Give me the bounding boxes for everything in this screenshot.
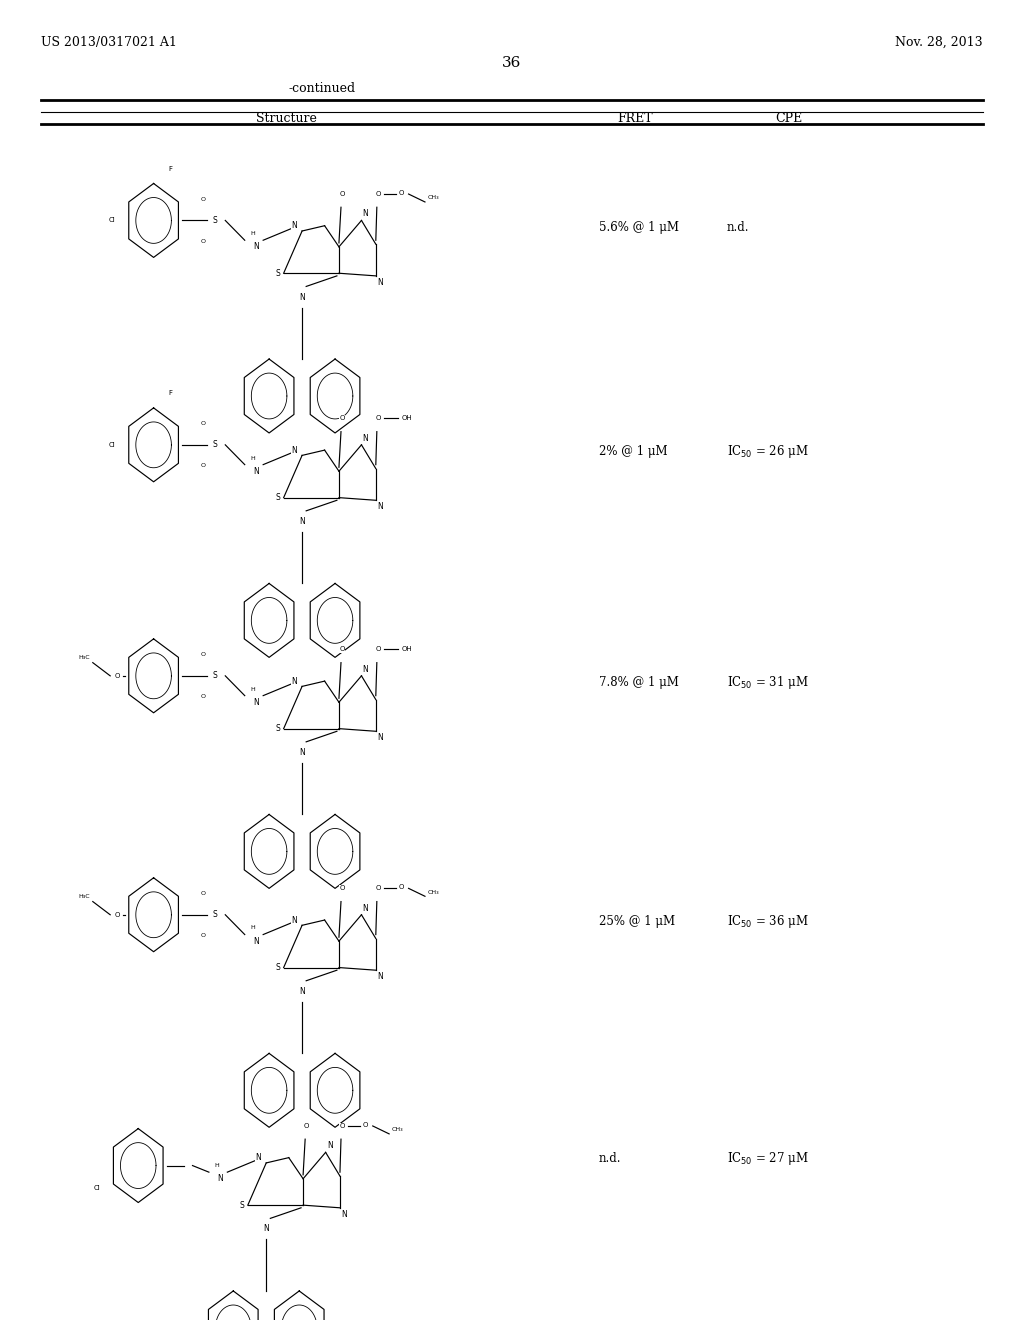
Text: N: N [253,467,259,475]
Text: OH: OH [401,416,412,421]
Text: N: N [291,677,297,685]
Text: US 2013/0317021 A1: US 2013/0317021 A1 [41,36,177,49]
Text: N: N [253,937,259,945]
Text: N: N [253,243,259,251]
Text: 5.6% @ 1 μM: 5.6% @ 1 μM [599,220,679,234]
Text: N: N [377,279,383,286]
Text: S: S [275,725,280,733]
Text: O: O [201,933,205,939]
Text: H: H [251,686,255,692]
Text: N: N [299,517,305,525]
Text: O: O [201,239,205,244]
Text: S: S [213,441,217,449]
Text: N: N [299,748,305,756]
Text: Cl: Cl [109,218,116,223]
Text: S: S [275,494,280,502]
Text: N: N [362,665,369,673]
Text: IC$_{50}$ = 26 μM: IC$_{50}$ = 26 μM [727,444,809,459]
Text: O: O [339,886,345,891]
Text: -continued: -continued [289,82,356,95]
Text: F: F [169,391,173,396]
Text: IC$_{50}$ = 31 μM: IC$_{50}$ = 31 μM [727,675,809,690]
Text: S: S [213,672,217,680]
Text: CPE: CPE [775,112,802,125]
Text: 25% @ 1 μM: 25% @ 1 μM [599,915,675,928]
Text: IC$_{50}$ = 27 μM: IC$_{50}$ = 27 μM [727,1151,809,1167]
Text: O: O [375,886,381,891]
Text: O: O [201,197,205,202]
Text: N: N [341,1210,347,1218]
Text: S: S [275,269,280,277]
Text: CH₃: CH₃ [391,1127,403,1133]
Text: O: O [201,694,205,700]
Text: O: O [201,652,205,657]
Text: N: N [253,698,259,706]
Text: N: N [299,987,305,995]
Text: Cl: Cl [93,1185,100,1191]
Text: O: O [339,647,345,652]
Text: H₃C: H₃C [79,655,90,660]
Text: S: S [275,964,280,972]
Text: Nov. 28, 2013: Nov. 28, 2013 [895,36,983,49]
Text: O: O [339,191,345,197]
Text: H: H [215,1163,219,1168]
Text: N: N [263,1225,269,1233]
Text: O: O [115,912,120,917]
Text: O: O [398,190,404,195]
Text: H₃C: H₃C [79,894,90,899]
Text: N: N [362,210,369,218]
Text: N: N [217,1175,223,1183]
Text: H: H [251,231,255,236]
Text: N: N [291,222,297,230]
Text: S: S [213,911,217,919]
Text: N: N [377,503,383,511]
Text: F: F [169,166,173,172]
Text: OH: OH [401,647,412,652]
Text: 2% @ 1 μM: 2% @ 1 μM [599,445,668,458]
Text: n.d.: n.d. [727,220,750,234]
Text: O: O [375,647,381,652]
Text: 36: 36 [503,57,521,70]
Text: N: N [327,1142,333,1150]
Text: O: O [375,191,381,197]
Text: O: O [115,673,120,678]
Text: Structure: Structure [256,112,317,125]
Text: N: N [362,904,369,912]
Text: N: N [291,446,297,454]
Text: IC$_{50}$ = 36 μM: IC$_{50}$ = 36 μM [727,913,809,929]
Text: O: O [201,891,205,896]
Text: N: N [377,734,383,742]
Text: N: N [255,1154,261,1162]
Text: O: O [398,884,404,890]
Text: N: N [291,916,297,924]
Text: O: O [201,463,205,469]
Text: O: O [375,416,381,421]
Text: FRET: FRET [617,112,652,125]
Text: H: H [251,925,255,931]
Text: S: S [240,1201,244,1209]
Text: H: H [251,455,255,461]
Text: S: S [213,216,217,224]
Text: N: N [362,434,369,442]
Text: O: O [201,421,205,426]
Text: N: N [299,293,305,301]
Text: n.d.: n.d. [599,1152,622,1166]
Text: O: O [303,1123,309,1129]
Text: 7.8% @ 1 μM: 7.8% @ 1 μM [599,676,679,689]
Text: N: N [377,973,383,981]
Text: O: O [362,1122,369,1127]
Text: O: O [339,416,345,421]
Text: CH₃: CH₃ [427,195,439,201]
Text: CH₃: CH₃ [427,890,439,895]
Text: Cl: Cl [109,442,116,447]
Text: O: O [339,1123,345,1129]
